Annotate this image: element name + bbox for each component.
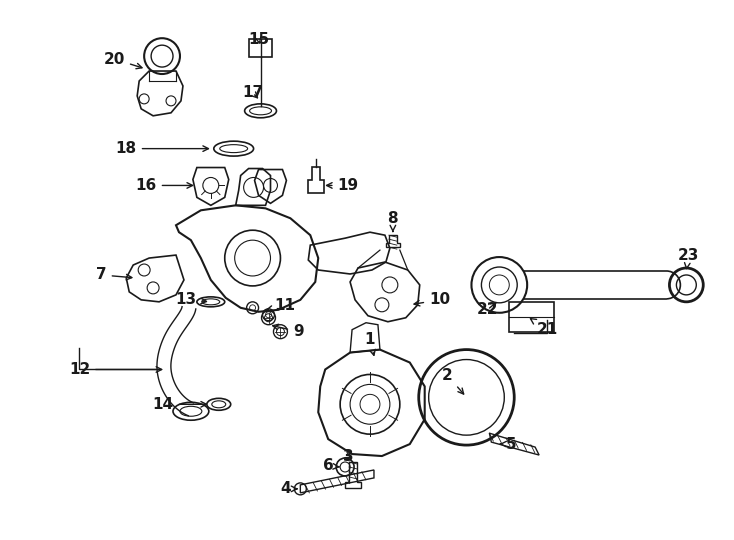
- Text: 11: 11: [266, 298, 295, 313]
- Text: 4: 4: [280, 481, 297, 496]
- Text: 12: 12: [69, 362, 161, 377]
- Text: 13: 13: [175, 292, 206, 307]
- Text: 5: 5: [500, 437, 517, 451]
- Text: 15: 15: [248, 32, 269, 46]
- Text: 6: 6: [323, 458, 339, 474]
- Text: 19: 19: [327, 178, 359, 193]
- Text: 16: 16: [136, 178, 192, 193]
- Text: 10: 10: [414, 292, 450, 307]
- Text: 7: 7: [96, 267, 132, 282]
- Text: 14: 14: [153, 397, 206, 412]
- Text: 20: 20: [103, 52, 142, 69]
- Text: 22: 22: [476, 302, 498, 318]
- Text: 3: 3: [343, 449, 353, 463]
- Text: 9: 9: [273, 324, 304, 339]
- Text: 17: 17: [242, 85, 264, 100]
- Text: 1: 1: [365, 332, 375, 355]
- Bar: [509, 302, 554, 332]
- Text: 2: 2: [442, 368, 464, 394]
- Text: 23: 23: [677, 247, 699, 269]
- Text: 8: 8: [388, 211, 398, 232]
- Text: 21: 21: [531, 319, 558, 337]
- Bar: [249, 39, 272, 57]
- Text: 18: 18: [116, 141, 208, 156]
